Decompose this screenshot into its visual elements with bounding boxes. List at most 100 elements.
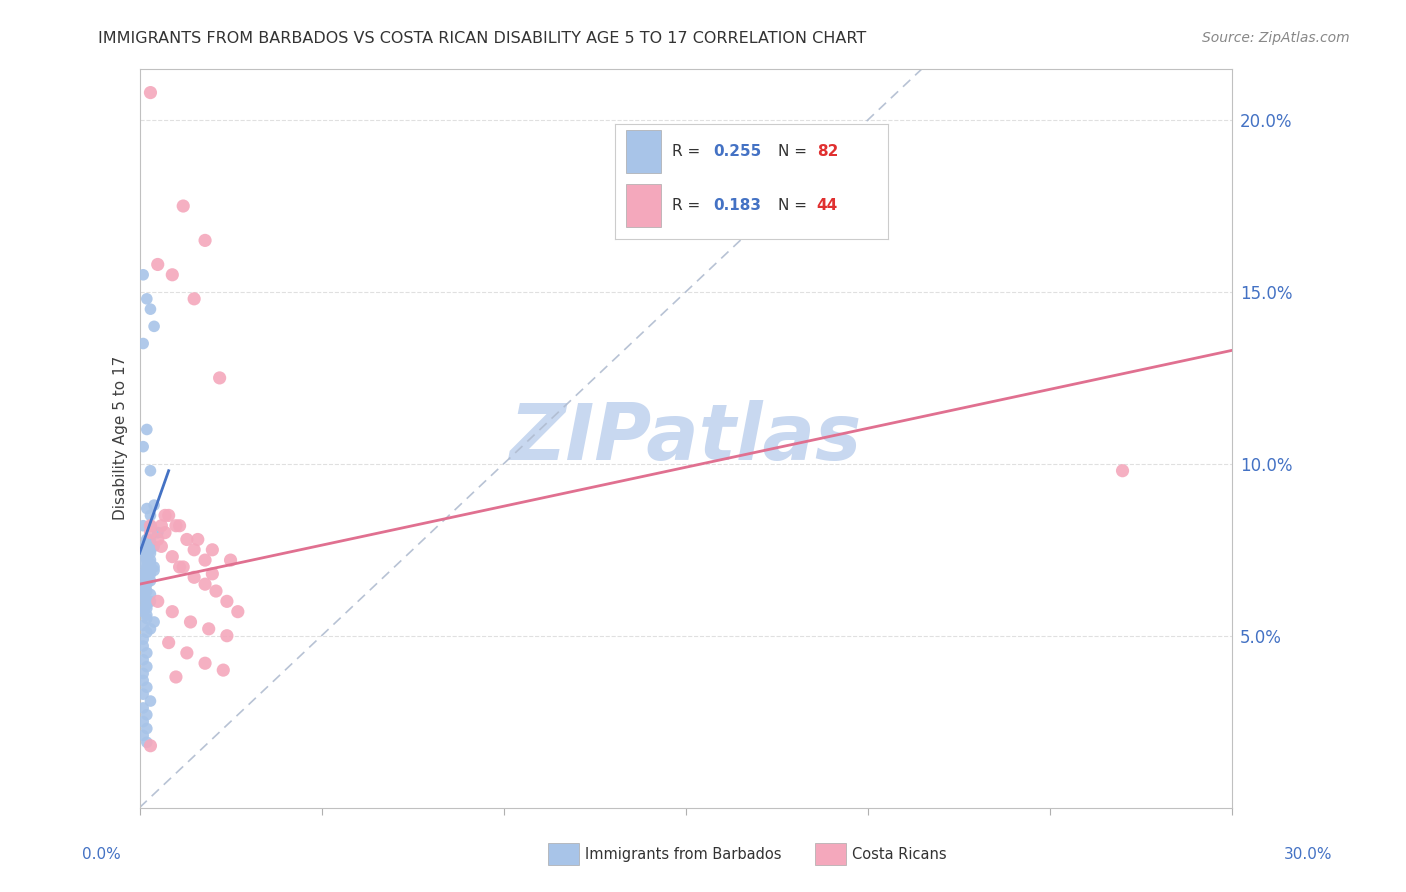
Point bbox=[201, 566, 224, 581]
Point bbox=[183, 570, 205, 584]
Text: Immigrants from Barbados: Immigrants from Barbados bbox=[585, 847, 782, 862]
Point bbox=[197, 622, 219, 636]
Point bbox=[132, 540, 155, 554]
Point bbox=[135, 574, 157, 588]
Point bbox=[139, 525, 162, 540]
Point bbox=[139, 86, 162, 100]
Point bbox=[139, 518, 162, 533]
Point bbox=[143, 540, 166, 554]
Point bbox=[139, 546, 162, 560]
Point bbox=[135, 574, 157, 588]
Point bbox=[153, 508, 176, 523]
Point bbox=[132, 653, 155, 667]
Point bbox=[132, 440, 155, 454]
Point bbox=[139, 508, 162, 523]
Text: 30.0%: 30.0% bbox=[1284, 847, 1331, 862]
Point bbox=[132, 577, 155, 591]
Text: Costa Ricans: Costa Ricans bbox=[852, 847, 946, 862]
Point bbox=[143, 498, 166, 512]
Point bbox=[132, 336, 155, 351]
Text: IMMIGRANTS FROM BARBADOS VS COSTA RICAN DISABILITY AGE 5 TO 17 CORRELATION CHART: IMMIGRANTS FROM BARBADOS VS COSTA RICAN … bbox=[98, 31, 866, 46]
Point bbox=[143, 319, 166, 334]
Point bbox=[135, 533, 157, 547]
Text: 0.0%: 0.0% bbox=[82, 847, 121, 862]
Point bbox=[135, 681, 157, 695]
Bar bbox=[548, 843, 579, 865]
Point bbox=[135, 546, 157, 560]
Point bbox=[183, 292, 205, 306]
Point bbox=[169, 560, 191, 574]
Point bbox=[194, 577, 217, 591]
Point bbox=[146, 257, 169, 271]
Y-axis label: Disability Age 5 to 17: Disability Age 5 to 17 bbox=[114, 356, 128, 520]
Point bbox=[132, 601, 155, 615]
Point bbox=[135, 598, 157, 612]
Point bbox=[157, 635, 180, 649]
Point bbox=[139, 302, 162, 317]
Point bbox=[135, 646, 157, 660]
Point bbox=[183, 542, 205, 557]
Point bbox=[139, 622, 162, 636]
Point bbox=[215, 629, 238, 643]
Point bbox=[132, 673, 155, 688]
Point bbox=[194, 657, 217, 671]
Point bbox=[139, 694, 162, 708]
Point bbox=[135, 553, 157, 567]
Point bbox=[135, 584, 157, 599]
Point bbox=[139, 587, 162, 601]
Point bbox=[132, 581, 155, 595]
Point bbox=[157, 508, 180, 523]
Point bbox=[162, 605, 184, 619]
Point bbox=[150, 518, 173, 533]
Point bbox=[146, 525, 169, 540]
Point bbox=[172, 560, 194, 574]
Text: Source: ZipAtlas.com: Source: ZipAtlas.com bbox=[1202, 31, 1350, 45]
Point bbox=[146, 533, 169, 547]
Point bbox=[132, 701, 155, 715]
Point bbox=[1111, 464, 1133, 478]
Point bbox=[176, 533, 198, 547]
Point bbox=[135, 659, 157, 673]
Point bbox=[139, 557, 162, 571]
Point bbox=[135, 501, 157, 516]
Point bbox=[132, 605, 155, 619]
Point bbox=[179, 615, 201, 629]
Point bbox=[135, 707, 157, 722]
Point bbox=[215, 594, 238, 608]
Point bbox=[165, 518, 187, 533]
Point bbox=[132, 728, 155, 742]
Point bbox=[132, 587, 155, 601]
Point bbox=[135, 577, 157, 591]
Point bbox=[135, 594, 157, 608]
Point bbox=[135, 608, 157, 623]
Point bbox=[132, 546, 155, 560]
Point bbox=[146, 525, 169, 540]
Text: ZIPatlas: ZIPatlas bbox=[509, 401, 862, 476]
Point bbox=[139, 566, 162, 581]
Point bbox=[169, 518, 191, 533]
Point bbox=[172, 199, 194, 213]
Bar bbox=[815, 843, 846, 865]
Point bbox=[139, 542, 162, 557]
Point bbox=[143, 563, 166, 577]
Point bbox=[205, 584, 228, 599]
Point bbox=[135, 735, 157, 749]
Point bbox=[219, 553, 242, 567]
Point bbox=[132, 632, 155, 647]
Point bbox=[135, 549, 157, 564]
Point bbox=[143, 560, 166, 574]
Point bbox=[135, 611, 157, 625]
Point bbox=[139, 574, 162, 588]
Point bbox=[139, 518, 162, 533]
Point bbox=[201, 542, 224, 557]
Point bbox=[143, 615, 166, 629]
Point bbox=[132, 542, 155, 557]
Point bbox=[132, 557, 155, 571]
Point bbox=[132, 639, 155, 653]
Point bbox=[135, 292, 157, 306]
Point bbox=[139, 464, 162, 478]
Point bbox=[132, 714, 155, 729]
Point bbox=[162, 549, 184, 564]
Point bbox=[135, 625, 157, 640]
Point bbox=[194, 553, 217, 567]
